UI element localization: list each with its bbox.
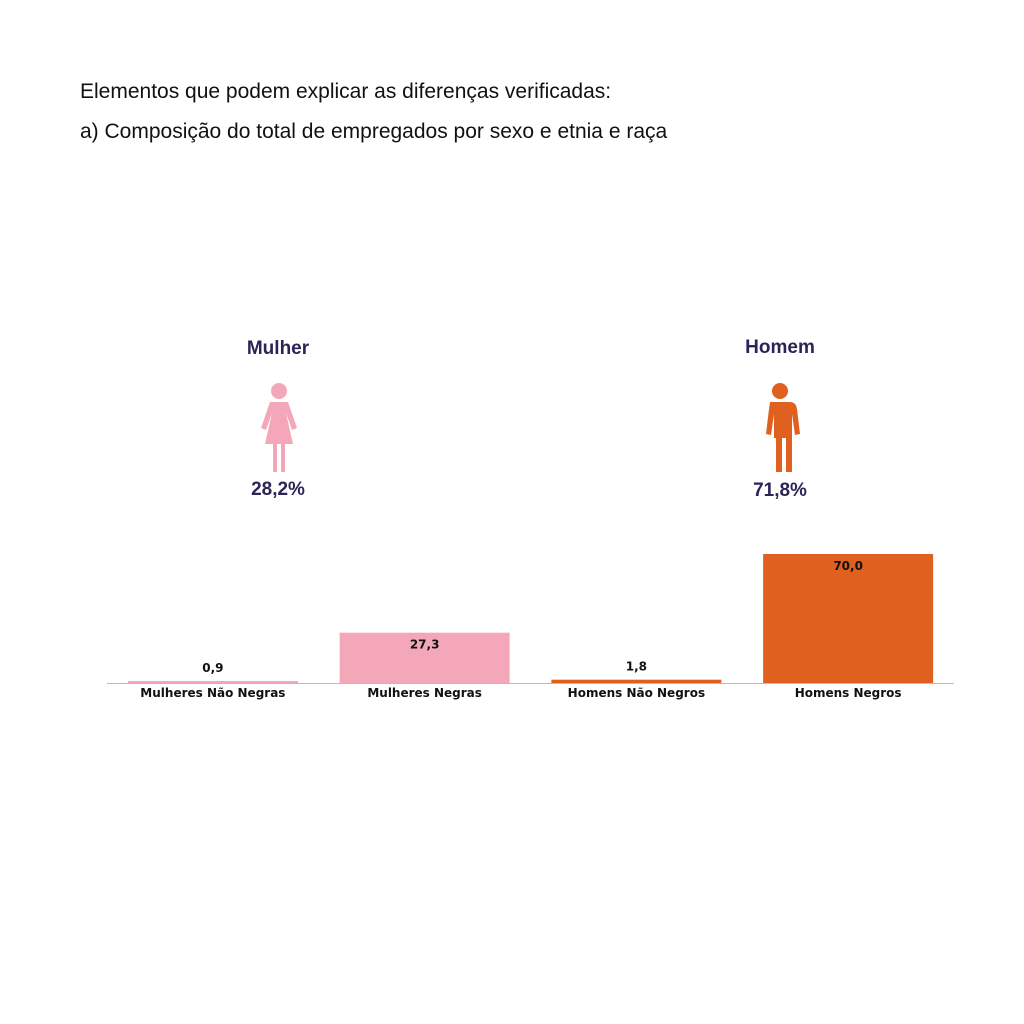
female-label: Mulher: [246, 338, 310, 359]
category-label-0: Mulheres Não Negras: [140, 686, 285, 700]
bar-value-label-1: 27,3: [410, 638, 440, 652]
category-label-2: Homens Não Negros: [568, 686, 705, 700]
heading-line-2: a) Composição do total de empregados por…: [80, 120, 668, 143]
woman-icon: [261, 383, 297, 472]
bar-0: [127, 681, 298, 683]
category-label-3: Homens Negros: [795, 686, 902, 700]
male-percent: 71,8%: [753, 480, 807, 501]
bar-3: [763, 554, 934, 683]
category-label-1: Mulheres Negras: [367, 686, 482, 700]
male-label: Homem: [745, 337, 815, 358]
bar-2: [551, 679, 722, 683]
man-icon: [766, 383, 800, 472]
bar-1: [339, 632, 510, 683]
bar-value-label-0: 0,9: [202, 661, 223, 675]
female-percent: 28,2%: [251, 479, 305, 500]
heading-line-1: Elementos que podem explicar as diferenç…: [80, 80, 612, 103]
bar-value-label-3: 70,0: [833, 559, 863, 573]
bar-value-label-2: 1,8: [626, 660, 647, 674]
